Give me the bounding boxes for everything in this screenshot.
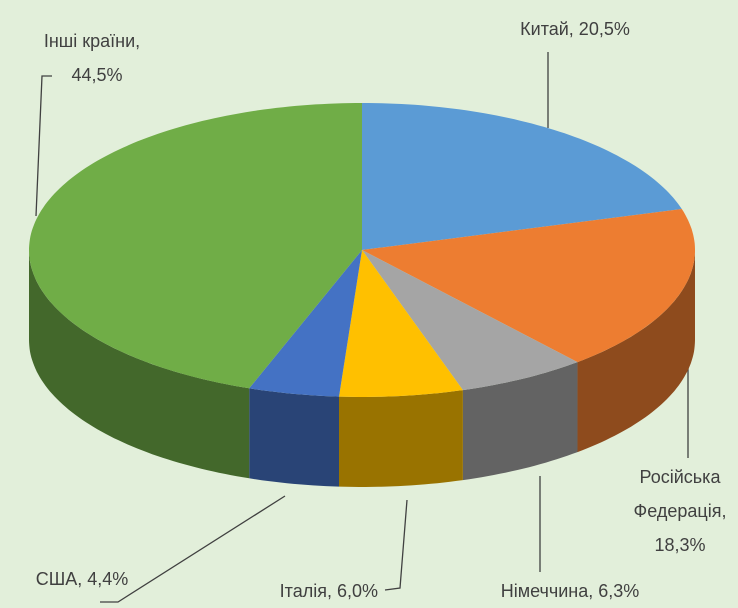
data-label: Російська — [640, 467, 722, 487]
data-label: 44,5% — [71, 65, 122, 85]
slice-side — [29, 250, 250, 479]
data-label: 18,3% — [654, 535, 705, 555]
slice — [362, 103, 682, 250]
slice-side — [249, 388, 340, 487]
leader-line — [100, 495, 286, 603]
pie — [29, 103, 695, 487]
data-label: Італія, 6,0% — [280, 581, 378, 601]
leader-line — [35, 75, 52, 217]
data-label: Федерація, — [634, 501, 727, 521]
data-label: Німеччина, 6,3% — [501, 581, 640, 601]
labels: Китай, 20,5% Російська Федерація, 18,3% Німе… — [36, 19, 727, 601]
slice-side — [577, 250, 695, 453]
slice-side — [462, 362, 578, 481]
data-label: Китай, 20,5% — [520, 19, 630, 39]
slice-side — [339, 390, 463, 487]
slice — [362, 209, 695, 363]
leader-line — [384, 499, 408, 591]
slice — [362, 250, 578, 391]
slice — [29, 103, 362, 389]
slice — [249, 250, 362, 397]
data-label: Інші країни, — [44, 31, 140, 51]
leader-lines — [35, 52, 689, 603]
slice — [339, 250, 463, 397]
data-label: США, 4,4% — [36, 569, 129, 589]
